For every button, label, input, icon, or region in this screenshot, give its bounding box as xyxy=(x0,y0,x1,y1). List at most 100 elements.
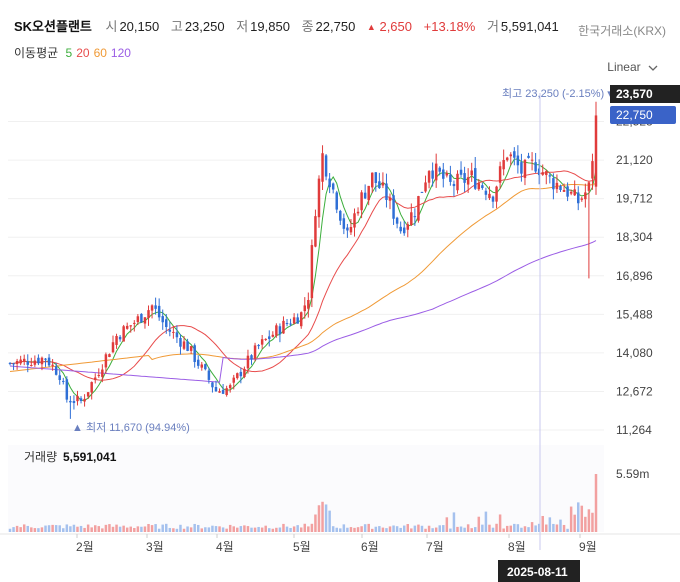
volume-bar xyxy=(356,527,360,532)
candle-body xyxy=(47,357,51,366)
volume-bar xyxy=(548,517,552,532)
volume-bar xyxy=(214,526,218,532)
candle-body xyxy=(424,182,427,192)
candle-body xyxy=(438,167,441,172)
candle-body xyxy=(90,382,93,393)
volume-bar xyxy=(516,524,520,532)
candle-body xyxy=(275,325,278,336)
volume-bar xyxy=(250,527,253,532)
ma-legend-item-60: 60 xyxy=(93,46,107,60)
volume-bar xyxy=(470,528,473,532)
volume-panel-label: 거래량 xyxy=(24,450,57,464)
ma-line-20 xyxy=(9,170,597,381)
candle-body xyxy=(420,191,424,193)
candle-body xyxy=(15,361,19,364)
candle-body xyxy=(196,359,200,366)
candle-body xyxy=(573,189,576,196)
scale-mode-button[interactable]: Linear xyxy=(607,60,658,74)
candle-body xyxy=(69,400,72,403)
volume-bar xyxy=(69,526,72,532)
x-tick-label: 2월 xyxy=(76,540,94,554)
volume-bar xyxy=(509,525,513,532)
volume-bar xyxy=(40,527,44,532)
candle-body xyxy=(12,363,15,365)
volume-bar xyxy=(104,524,108,532)
close-value: 22,750 xyxy=(315,19,356,34)
volume-bar xyxy=(459,526,463,532)
volume-bar xyxy=(367,523,370,532)
close-label: 종 xyxy=(301,19,314,34)
ma-legend-item-120: 120 xyxy=(110,46,131,60)
ma-line-5 xyxy=(9,158,597,401)
volume-bar xyxy=(76,526,79,532)
scale-mode-label: Linear xyxy=(607,60,641,74)
volume-bar xyxy=(264,525,267,532)
ma-legend-items: 5 20 60 120 xyxy=(66,46,135,60)
volume-bar xyxy=(466,524,470,532)
volume-panel-value: 5,591,041 xyxy=(63,450,117,464)
candle-body xyxy=(83,398,86,402)
candle-body xyxy=(214,387,218,392)
x-tick-label: 6월 xyxy=(361,540,379,554)
candle-body xyxy=(491,196,495,202)
low-annotation: ▲ 최저 11,670 (94.94%) xyxy=(72,421,190,434)
volume-bar xyxy=(552,523,555,532)
volume-bar xyxy=(449,528,452,532)
volume-bar xyxy=(456,526,459,532)
candle-body xyxy=(207,370,211,380)
volume-bar xyxy=(236,527,239,532)
stock-name: SK오션플랜트 xyxy=(14,19,92,34)
volume-bar xyxy=(523,526,527,532)
candle-body xyxy=(225,388,228,396)
volume-bar xyxy=(147,523,150,532)
volume-bar xyxy=(260,527,264,532)
ma-legend-item-5: 5 xyxy=(65,46,73,60)
volume-bar xyxy=(33,528,37,532)
candle-body xyxy=(381,182,385,186)
volume-bar xyxy=(239,526,243,532)
volume-bar xyxy=(72,524,76,532)
volume-bar xyxy=(268,528,271,532)
volume-bar xyxy=(481,524,484,532)
volume-bar xyxy=(474,527,477,532)
volume-bar xyxy=(591,512,594,532)
volume-bar xyxy=(569,506,573,532)
candle-body xyxy=(133,322,136,324)
candle-body xyxy=(182,341,186,349)
candle-body xyxy=(442,169,445,179)
volume-bar xyxy=(346,527,349,532)
candle-body xyxy=(410,212,413,226)
volume-bar xyxy=(51,524,54,532)
volume-bar xyxy=(83,527,86,532)
volume-bar xyxy=(410,528,413,532)
volume-bar xyxy=(271,528,275,532)
candle-body xyxy=(498,166,502,183)
candle-body xyxy=(399,226,402,232)
candle-body xyxy=(136,316,140,323)
change-amount: 2,650 xyxy=(379,19,413,34)
change-percent: +13.18% xyxy=(423,19,476,34)
volume-bar xyxy=(573,514,576,532)
volume-bar xyxy=(225,528,228,532)
candle-body xyxy=(388,197,392,201)
candle-body xyxy=(477,183,481,190)
candle-body xyxy=(189,346,193,351)
candle-body xyxy=(339,210,342,221)
volume-bar xyxy=(118,526,122,532)
candle-body xyxy=(481,185,484,188)
candle-body xyxy=(374,172,378,183)
candle-body xyxy=(523,160,527,178)
volume-bar xyxy=(477,516,481,532)
last-price-tag-bg xyxy=(610,106,676,124)
volume-bar xyxy=(374,526,378,532)
volume-bar xyxy=(221,527,225,532)
candle-body xyxy=(65,379,69,400)
candle-body xyxy=(534,162,537,172)
volume-bar xyxy=(207,527,211,532)
candle-body xyxy=(76,395,79,402)
candle-body xyxy=(310,245,314,299)
volume-bar xyxy=(562,524,566,532)
volume-bar xyxy=(289,527,292,532)
candle-body xyxy=(335,192,338,210)
